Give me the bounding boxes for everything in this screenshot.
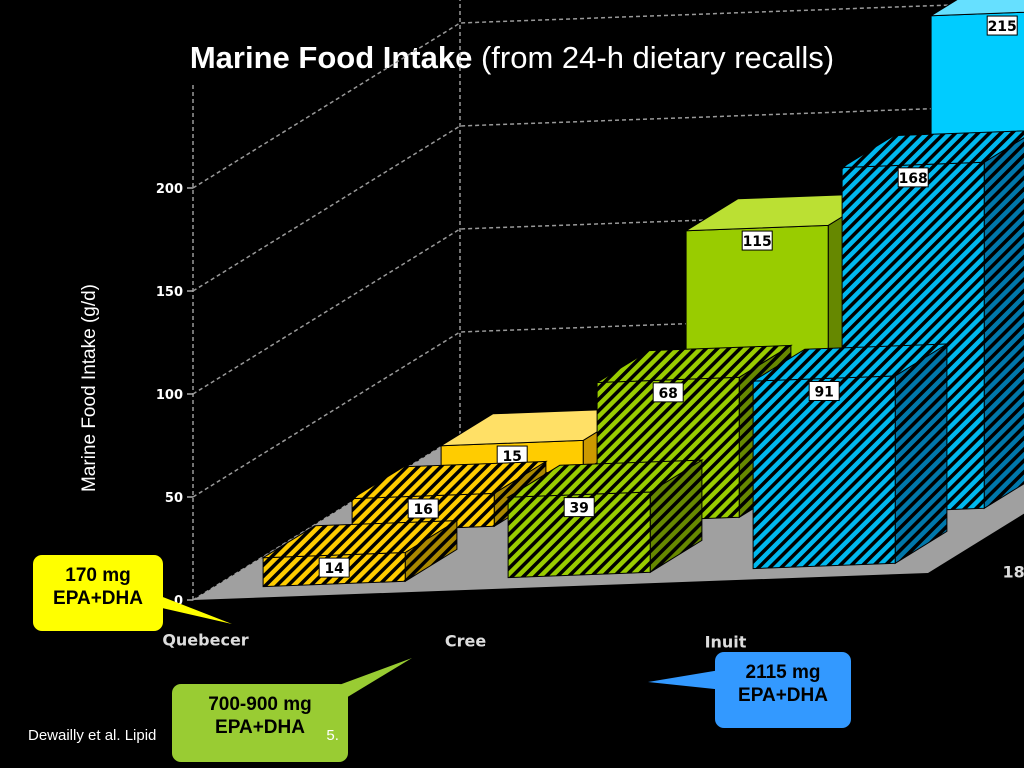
- callout-quebecer-pointer: [150, 592, 232, 624]
- data-label: 39: [569, 501, 588, 517]
- chart-title: Marine Food Intake (from 24-h dietary re…: [0, 40, 1024, 76]
- bar-top: [840, 130, 1024, 169]
- callout-inuit-line2: EPA+DHA: [738, 685, 828, 706]
- callout-quebecer: 170 mg EPA+DHA: [33, 555, 163, 631]
- bar-top: [751, 343, 949, 382]
- category-label: Inuit: [705, 633, 747, 652]
- data-label: 115: [743, 234, 772, 250]
- data-label-box: [897, 167, 929, 188]
- citation-text: Dewailly et al. Lipid: [28, 727, 157, 744]
- data-label-box: [407, 498, 439, 519]
- data-label: 168: [899, 171, 928, 187]
- series-label: 18-34: [1003, 563, 1024, 582]
- bar-top: [595, 344, 793, 384]
- data-label-box: [986, 15, 1018, 36]
- y-tick-label: 0: [174, 594, 183, 609]
- y-tick-label: 200: [156, 182, 183, 197]
- y-tick-label: 150: [156, 285, 183, 300]
- category-label: Quebecer: [162, 631, 248, 650]
- callout-inuit: 2115 mg EPA+DHA: [715, 652, 851, 728]
- y-tick-label: 100: [156, 388, 183, 403]
- bar-side: [983, 137, 1024, 510]
- callout-inuit-line1: 2115 mg: [745, 662, 821, 683]
- data-label: 16: [413, 502, 432, 518]
- data-label: 15: [502, 449, 521, 465]
- bar-top: [261, 520, 459, 559]
- data-label-box: [741, 230, 773, 251]
- citation-footnote: Dewailly et al. Lipid 5.: [28, 727, 339, 744]
- callout-cree-line1: 700-900 mg: [208, 694, 312, 715]
- bar-top: [506, 459, 704, 498]
- data-label: 215: [988, 19, 1017, 35]
- chart-title-rest: (from 24-h dietary recalls): [472, 40, 835, 75]
- callout-cree-line2: EPA+DHA: [215, 717, 305, 738]
- citation-tail: 5.: [326, 727, 339, 744]
- data-label: 14: [324, 561, 344, 577]
- data-label: 68: [658, 386, 677, 402]
- callout-inuit-pointer: [648, 668, 732, 690]
- chart-title-bold: Marine Food Intake: [189, 40, 473, 75]
- bar-front: [752, 375, 896, 570]
- data-label-box: [563, 497, 595, 518]
- data-label-box: [318, 557, 350, 578]
- data-label-box: [808, 380, 840, 401]
- bar-top: [350, 460, 548, 500]
- category-label: Cree: [445, 632, 486, 651]
- bar-top: [929, 0, 1024, 17]
- data-label: 91: [814, 384, 833, 400]
- chart-bars: 15 115 215 16 68 168 14 39 91: [261, 0, 1024, 588]
- y-tick-label: 50: [165, 491, 183, 506]
- chart-walls: [187, 0, 1024, 601]
- bar-side: [894, 343, 948, 565]
- data-label-box: [652, 382, 684, 403]
- callout-quebecer-line1: 170 mg: [65, 565, 131, 586]
- callout-quebecer-line2: EPA+DHA: [53, 588, 143, 609]
- callout-cree: 700-900 mg EPA+DHA: [172, 684, 348, 762]
